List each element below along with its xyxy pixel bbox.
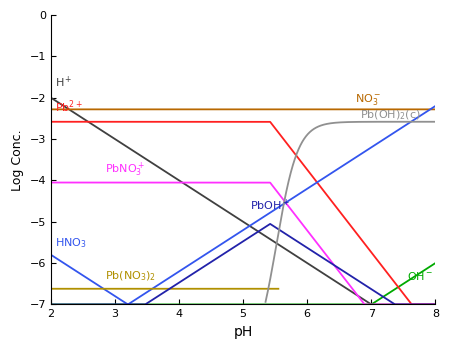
Text: HNO$_3$: HNO$_3$: [55, 237, 87, 250]
Text: Pb$^{2+}$: Pb$^{2+}$: [55, 99, 83, 115]
Text: Pb(OH)$_2$(c): Pb(OH)$_2$(c): [360, 108, 421, 122]
Text: OH$^-$: OH$^-$: [406, 270, 433, 282]
X-axis label: pH: pH: [234, 325, 253, 339]
Y-axis label: Log Conc.: Log Conc.: [11, 129, 24, 191]
Text: H$^+$: H$^+$: [55, 75, 72, 90]
Text: PbNO$_3^+$: PbNO$_3^+$: [105, 161, 145, 179]
Text: NO$_3^-$: NO$_3^-$: [355, 92, 382, 107]
Text: Pb(NO$_3$)$_2$: Pb(NO$_3$)$_2$: [105, 269, 157, 283]
Text: PbOH$^+$: PbOH$^+$: [250, 198, 290, 213]
